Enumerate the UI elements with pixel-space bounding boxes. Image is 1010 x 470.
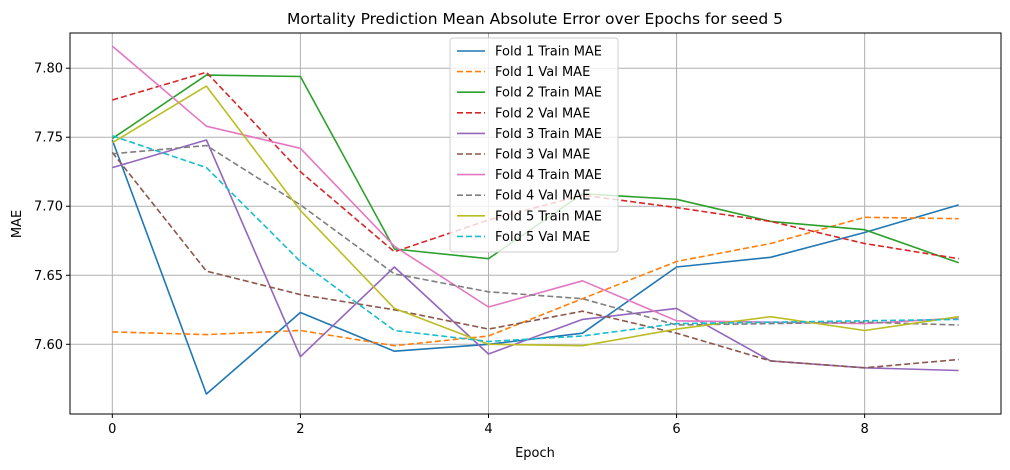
x-tick-label: 6 <box>672 422 680 437</box>
legend-label: Fold 5 Val MAE <box>495 230 590 245</box>
y-tick-label: 7.75 <box>34 131 63 146</box>
x-tick-label: 4 <box>484 422 492 437</box>
x-tick-label: 0 <box>108 422 116 437</box>
legend: Fold 1 Train MAE Fold 1 Val MAE Fold 2 Tra… <box>449 37 619 253</box>
y-tick-label: 7.65 <box>34 269 63 284</box>
x-tick-label: 8 <box>861 422 869 437</box>
plot-frame <box>69 32 1002 415</box>
legend-label: Fold 1 Val MAE <box>495 65 590 80</box>
y-axis-label: MAE <box>10 210 25 238</box>
chart-title: Mortality Prediction Mean Absolute Error… <box>287 10 783 28</box>
legend-label: Fold 2 Val MAE <box>495 106 590 121</box>
series-line-9 <box>111 85 959 347</box>
series-line-2 <box>112 216 959 347</box>
legend-label: Fold 4 Train MAE <box>495 168 602 183</box>
legend-label: Fold 5 Train MAE <box>495 209 602 224</box>
legend-label: Fold 3 Train MAE <box>495 127 602 142</box>
y-tick-label: 7.80 <box>34 62 63 77</box>
series-lines <box>111 45 959 395</box>
y-axis-ticks: 7.60 7.65 7.70 7.75 7.80 <box>34 62 70 353</box>
y-tick-label: 7.70 <box>34 200 63 215</box>
x-tick-label: 2 <box>296 422 304 437</box>
legend-label: Fold 1 Train MAE <box>495 45 602 60</box>
legend-label: Fold 4 Val MAE <box>495 189 590 204</box>
legend-label: Fold 2 Train MAE <box>495 86 602 101</box>
series-line-6 <box>111 151 959 369</box>
x-axis-label: Epoch <box>515 446 555 461</box>
series-line-10 <box>112 135 959 343</box>
legend-label: Fold 3 Val MAE <box>495 148 590 163</box>
x-axis-ticks: 0 2 4 6 8 <box>108 414 869 437</box>
legend-box <box>449 37 619 253</box>
y-tick-label: 7.60 <box>34 338 63 353</box>
